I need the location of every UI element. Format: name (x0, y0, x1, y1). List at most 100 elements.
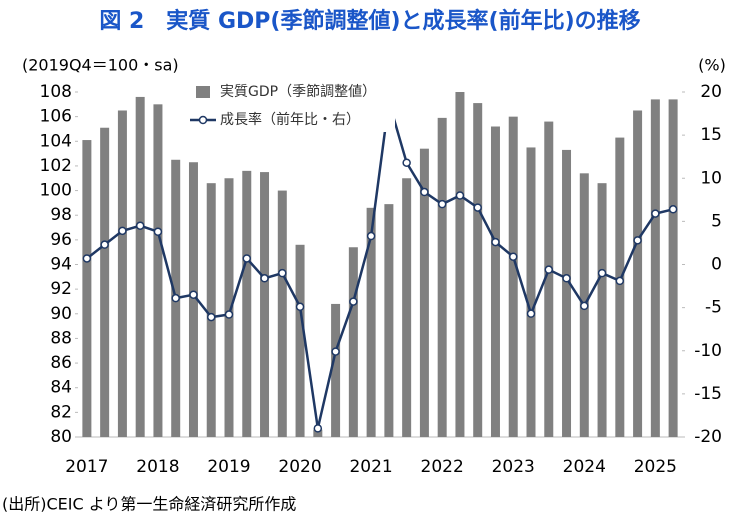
bar (650, 99, 660, 438)
bar (82, 140, 92, 437)
bar (206, 183, 216, 437)
y2-tick-label: -20 (694, 427, 722, 447)
legend-swatch (196, 86, 210, 98)
bar (633, 110, 643, 437)
y-tick-label: 108 (40, 82, 72, 102)
y-tick-label: 82 (50, 402, 72, 422)
x-tick-label: 2021 (349, 457, 392, 477)
line-marker (651, 209, 660, 218)
bar (153, 104, 163, 438)
line-marker (597, 268, 607, 278)
bar (277, 190, 287, 437)
line-marker (544, 265, 554, 274)
legend-box (190, 80, 395, 132)
bar (597, 183, 607, 437)
y2-tick-label: 20 (700, 82, 722, 102)
x-tick-label: 2022 (421, 457, 464, 477)
bar (188, 162, 198, 437)
y-tick-label: 104 (40, 131, 72, 151)
y-tick-label: 94 (50, 255, 72, 275)
source-note: (出所)CEIC より第一生命経済研究所作成 (2, 495, 296, 514)
bar (419, 148, 429, 437)
line-marker (366, 231, 376, 241)
y2-tick-label: 10 (700, 168, 722, 188)
bar (615, 137, 625, 437)
y-tick-label: 100 (40, 181, 72, 201)
bar (668, 99, 678, 438)
legend-swatch (198, 115, 208, 125)
line-marker (100, 240, 109, 249)
line-marker (331, 347, 340, 356)
y2-axis-label: (%) (698, 56, 726, 75)
line-marker (224, 310, 234, 319)
line-marker (189, 290, 198, 299)
y2-tick-label: 0 (711, 255, 722, 275)
line-marker (260, 274, 269, 283)
y-tick-label: 106 (40, 107, 72, 127)
line-marker (420, 187, 429, 197)
x-tick-label: 2018 (136, 457, 179, 477)
line-marker (437, 199, 447, 209)
x-tick-label: 2017 (65, 457, 108, 477)
line-marker (526, 309, 536, 318)
bar (384, 204, 394, 437)
y-tick-label: 86 (50, 353, 72, 373)
x-tick-label: 2024 (563, 457, 606, 477)
y-tick-label: 84 (50, 378, 72, 398)
bar (224, 178, 234, 437)
bar (490, 126, 500, 437)
line-marker (349, 297, 358, 306)
bar (366, 207, 376, 437)
y-tick-label: 102 (40, 156, 72, 176)
y-tick-label: 80 (50, 427, 72, 447)
bar (313, 429, 323, 437)
bar (100, 127, 110, 437)
line-marker (402, 158, 411, 167)
line-marker (118, 226, 127, 236)
y-axis-label: (2019Q4＝100・sa) (22, 56, 179, 75)
line-marker (580, 301, 589, 311)
x-tick-label: 2025 (634, 457, 677, 477)
bar (242, 170, 252, 437)
y-tick-label: 90 (50, 304, 72, 324)
y2-tick-label: 5 (711, 211, 722, 231)
y2-tick-label: -15 (694, 384, 722, 404)
bar (402, 178, 412, 437)
bar (473, 103, 483, 437)
bar (455, 92, 465, 437)
y-tick-label: 96 (50, 230, 72, 250)
bar (135, 96, 145, 437)
line-marker (615, 276, 625, 286)
line-marker (171, 293, 180, 303)
bar (526, 147, 536, 438)
y-tick-label: 92 (50, 279, 72, 299)
bar (348, 247, 358, 437)
line-marker (633, 236, 642, 245)
y2-tick-label: -10 (694, 341, 722, 361)
x-tick-label: 2023 (492, 457, 535, 477)
bar (544, 121, 554, 438)
line-marker (668, 205, 678, 214)
bar (295, 244, 305, 437)
y-tick-label: 98 (50, 205, 72, 225)
y2-tick-label: 15 (700, 125, 722, 145)
line-marker (206, 312, 216, 322)
y2-tick-label: -5 (705, 298, 722, 318)
line-marker (278, 268, 287, 278)
legend-label: 成長率（前年比・右） (220, 111, 360, 128)
line-marker (455, 191, 465, 200)
line-marker (295, 302, 305, 312)
bar (117, 110, 127, 437)
line-marker (491, 237, 500, 247)
x-tick-label: 2020 (278, 457, 321, 477)
line-marker (473, 203, 482, 212)
legend-label: 実質GDP（季節調整値） (220, 83, 376, 100)
bar (508, 116, 518, 438)
bar (437, 117, 447, 437)
x-tick-label: 2019 (207, 457, 250, 477)
line-marker (82, 254, 92, 263)
line (86, 101, 674, 429)
line-marker (153, 227, 163, 236)
line-marker (135, 221, 145, 230)
